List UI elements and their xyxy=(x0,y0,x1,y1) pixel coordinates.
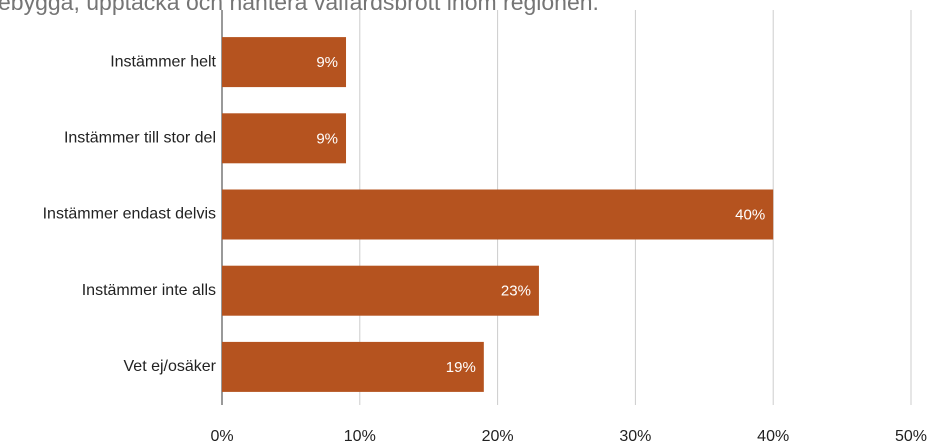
x-tick-label: 30% xyxy=(619,428,651,445)
chart-title: ebygga, upptäcka och hantera välfärdsbro… xyxy=(0,0,599,15)
x-tick-label: 10% xyxy=(344,428,376,445)
y-tick-label: Instämmer till stor del xyxy=(64,130,216,147)
bar xyxy=(222,265,539,316)
x-tick-label: 50% xyxy=(895,428,927,445)
data-label: 9% xyxy=(316,54,338,71)
y-tick-label: Instämmer endast delvis xyxy=(43,206,216,223)
bar xyxy=(222,189,774,240)
x-tick-label: 20% xyxy=(482,428,514,445)
x-tick-label: 0% xyxy=(210,428,233,445)
data-label: 40% xyxy=(735,206,765,223)
y-tick-label: Instämmer inte alls xyxy=(82,282,216,299)
bar xyxy=(222,341,484,392)
y-tick-label: Instämmer helt xyxy=(110,53,216,70)
data-label: 9% xyxy=(316,130,338,147)
bar xyxy=(222,37,347,88)
bar xyxy=(222,113,347,164)
data-label: 19% xyxy=(446,359,476,376)
x-tick-label: 40% xyxy=(757,428,789,445)
data-label: 23% xyxy=(501,283,531,300)
y-tick-label: Vet ej/osäker xyxy=(124,358,217,375)
